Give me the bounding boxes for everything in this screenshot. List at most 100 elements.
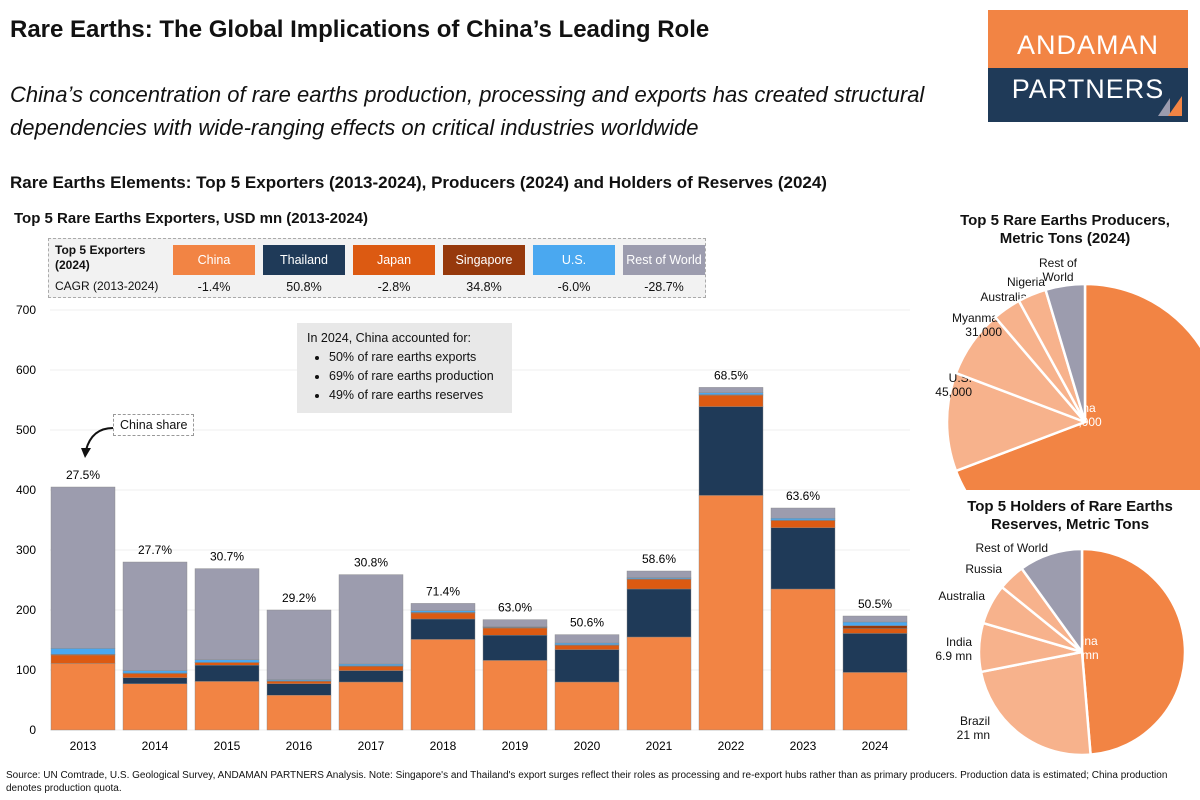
callout-arrow-icon — [81, 427, 114, 458]
exporters-bar-chart: 0 100 200 300 400 500 600 700 27.5% 2013 27.7% 2014… — [16, 303, 910, 753]
bar-segment-rest-of-world — [698, 387, 764, 394]
y-tick-label: 500 — [16, 423, 36, 437]
bar-segment-rest-of-world — [842, 615, 908, 623]
bar-segment-singapore — [842, 625, 908, 629]
bar-segment-u-s- — [338, 663, 404, 666]
bar-segment-japan — [338, 666, 404, 671]
pie-label: World — [1042, 270, 1073, 284]
china-share-label: 63.6% — [786, 489, 820, 503]
pie-slice-rest-of-world — [1043, 282, 1087, 423]
page-subtitle: China’s concentration of rare earths pro… — [10, 82, 925, 140]
bar-segment-china — [770, 588, 836, 731]
china-share-note: In 2024, China accounted for: 50% of rar… — [297, 323, 512, 413]
bar-segment-japan — [122, 673, 188, 679]
bar-segment-u-s- — [122, 670, 188, 674]
reserves-pie-title: Top 5 Holders of Rare Earths Reserves, M… — [967, 498, 1173, 533]
pie-label: 31,000 — [965, 325, 1002, 339]
bar-segment-u-s- — [410, 610, 476, 613]
logo-line1: ANDAMAN — [988, 10, 1188, 68]
pie-label: Rest of — [1039, 256, 1078, 270]
x-tick-label: 2020 — [574, 739, 601, 753]
x-tick-label: 2022 — [718, 739, 745, 753]
bar-segment-rest-of-world — [50, 486, 116, 649]
legend-swatch-u-s-: U.S. — [533, 245, 615, 275]
bar-segment-thailand — [338, 670, 404, 683]
bar-segment-u-s- — [50, 648, 116, 655]
x-tick-label: 2015 — [214, 739, 241, 753]
bar-segment-thailand — [698, 406, 764, 496]
bar-segment-thailand — [770, 527, 836, 590]
china-share-label: 50.6% — [570, 616, 604, 630]
section-title: Rare Earths Elements: Top 5 Exporters (2… — [10, 173, 827, 192]
pie-label: 6.9 mn — [935, 649, 972, 663]
pie-slice-brazil — [979, 650, 1092, 757]
bar-segment-thailand — [554, 649, 620, 683]
x-tick-label: 2018 — [430, 739, 457, 753]
pie-label: 21 mn — [957, 728, 990, 742]
china-share-label: 58.6% — [642, 552, 676, 566]
producers-pie-title: Top 5 Rare Earths Producers, Metric Tons… — [960, 212, 1170, 247]
bar-segment-japan — [842, 628, 908, 634]
y-tick-label: 300 — [16, 543, 36, 557]
legend-cagr-value: -6.0% — [557, 280, 591, 294]
bar-segment-rest-of-world — [554, 634, 620, 644]
legend-swatch-china: China — [173, 245, 255, 275]
bar-segment-thailand — [842, 633, 908, 673]
note-bullet: 69% of rare earths production — [329, 367, 512, 386]
bar-segment-rest-of-world — [482, 619, 548, 628]
bar-segment-japan — [770, 520, 836, 529]
bar-segment-thailand — [410, 618, 476, 640]
china-share-label: 30.7% — [210, 550, 244, 564]
legend: Top 5 Exporters (2024) CAGR (2013-2024) … — [48, 238, 706, 298]
china-share-label: 63.0% — [498, 601, 532, 615]
bar-segment-china — [50, 663, 116, 731]
china-share-label: 71.4% — [426, 584, 460, 598]
pie-label: Russia — [965, 562, 1002, 576]
bar-segment-thailand — [194, 665, 260, 682]
bar-segment-japan — [554, 645, 620, 650]
bar-segment-japan — [266, 681, 332, 684]
china-share-label: 27.5% — [66, 468, 100, 482]
china-share-label: 50.5% — [858, 597, 892, 611]
bar-segment-thailand — [626, 588, 692, 638]
china-share-label: 29.2% — [282, 591, 316, 605]
bar-segment-rest-of-world — [122, 561, 188, 671]
pie-slice-china — [954, 282, 1200, 490]
bar-segment-japan — [50, 654, 116, 664]
x-tick-label: 2013 — [70, 739, 97, 753]
bar-segment-china — [626, 636, 692, 731]
x-tick-label: 2014 — [142, 739, 169, 753]
x-tick-label: 2019 — [502, 739, 529, 753]
x-tick-label: 2024 — [862, 739, 889, 753]
china-share-label: 30.8% — [354, 556, 388, 570]
pie-label: Australia — [938, 589, 985, 603]
china-share-label: 27.7% — [138, 543, 172, 557]
note-heading: In 2024, China accounted for: — [307, 331, 472, 345]
x-tick-label: 2016 — [286, 739, 313, 753]
source-footer: Source: UN Comtrade, U.S. Geological Sur… — [6, 770, 1168, 794]
bar-segment-rest-of-world — [770, 507, 836, 519]
bar-segment-u-s- — [770, 517, 836, 521]
pie-label: Rest of World — [976, 541, 1048, 555]
legend-cagr-value: -1.4% — [197, 280, 231, 294]
x-tick-label: 2021 — [646, 739, 673, 753]
bar-segment-thailand — [482, 635, 548, 661]
legend-swatch-thailand: Thailand — [263, 245, 345, 275]
china-share-callout: China share — [113, 414, 195, 436]
bar-segment-u-s- — [554, 642, 620, 645]
y-tick-label: 700 — [16, 303, 36, 317]
note-bullet: 50% of rare earths exports — [329, 348, 512, 367]
bar-segment-u-s- — [842, 621, 908, 626]
note-bullet: 49% of rare earths reserves — [329, 386, 512, 405]
pie-label: India — [946, 635, 972, 649]
andaman-partners-logo: ANDAMAN PARTNERS — [988, 10, 1188, 122]
bar-segment-japan — [410, 612, 476, 620]
producers-pie-chart: China270,000U.S.45,000Myanmar31,000Austr… — [935, 256, 1200, 490]
y-tick-label: 600 — [16, 363, 36, 377]
china-share-label: 68.5% — [714, 368, 748, 382]
legend-swatch-japan: Japan — [353, 245, 435, 275]
y-tick-label: 100 — [16, 663, 36, 677]
legend-heading: Top 5 Exporters (2024) — [55, 243, 146, 272]
bar-segment-china — [554, 681, 620, 731]
